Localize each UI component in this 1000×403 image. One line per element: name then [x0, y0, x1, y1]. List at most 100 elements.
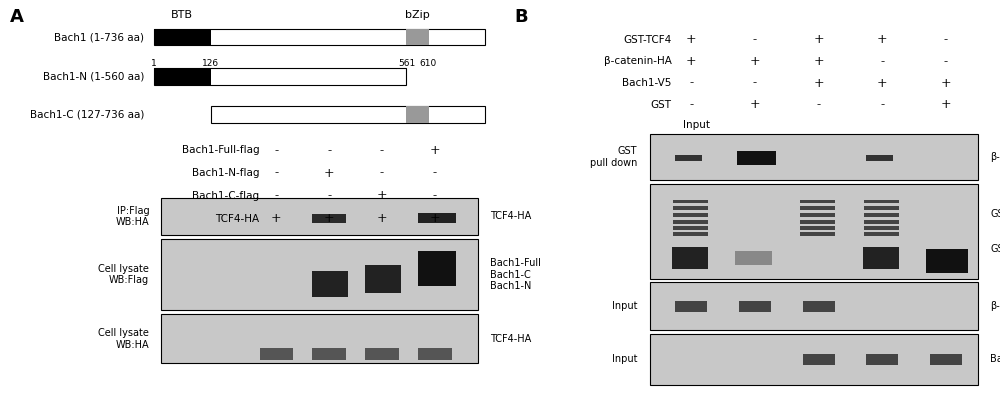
Text: -: -	[433, 166, 437, 180]
Text: +: +	[941, 98, 951, 111]
Bar	[650, 134, 978, 180]
Bar	[930, 354, 962, 366]
Text: +: +	[686, 55, 697, 68]
Bar	[161, 314, 478, 364]
Text: -: -	[817, 98, 821, 111]
Text: Bach1: Bach1	[990, 355, 1000, 364]
Bar	[312, 271, 348, 297]
Text: +: +	[686, 33, 697, 46]
Bar	[739, 301, 771, 312]
Text: +: +	[813, 77, 824, 89]
Text: -: -	[689, 98, 693, 111]
Bar	[161, 239, 478, 310]
Bar	[800, 206, 835, 210]
Text: +: +	[877, 77, 888, 89]
Bar	[673, 220, 708, 224]
Text: TCF4-HA: TCF4-HA	[215, 214, 260, 224]
Text: -: -	[274, 143, 278, 157]
Text: GST: GST	[651, 100, 672, 110]
Bar	[154, 29, 211, 46]
Bar	[675, 301, 707, 312]
Bar	[260, 349, 293, 360]
Text: +: +	[324, 212, 335, 225]
Bar	[800, 226, 835, 231]
Text: -: -	[274, 166, 278, 180]
Bar	[737, 151, 776, 165]
Text: Bach1-N-flag: Bach1-N-flag	[192, 168, 260, 178]
Bar	[863, 247, 899, 269]
Bar	[418, 349, 452, 360]
Bar	[800, 199, 835, 204]
Text: -: -	[880, 55, 884, 68]
Text: B: B	[515, 8, 528, 26]
Text: Bach1-N (1-560 aa): Bach1-N (1-560 aa)	[43, 72, 144, 82]
Bar	[673, 226, 708, 231]
Text: +: +	[271, 212, 282, 225]
Bar	[673, 232, 708, 236]
Bar	[650, 334, 978, 385]
Text: +: +	[324, 166, 335, 180]
Bar	[675, 155, 702, 161]
Text: Bach1 (1-736 aa): Bach1 (1-736 aa)	[54, 32, 144, 42]
Text: Bach1-C-flag: Bach1-C-flag	[192, 191, 260, 201]
Bar	[312, 214, 346, 223]
Text: +: +	[813, 33, 824, 46]
Text: -: -	[689, 77, 693, 89]
Text: BTB: BTB	[171, 10, 193, 20]
Text: +: +	[429, 143, 440, 157]
Text: Bach1-V5: Bach1-V5	[622, 78, 672, 88]
Text: Input: Input	[612, 301, 637, 311]
Text: -: -	[753, 33, 757, 46]
Bar	[803, 301, 835, 312]
Bar	[735, 251, 772, 265]
Bar	[866, 155, 893, 161]
Bar	[312, 349, 346, 360]
Bar	[803, 354, 835, 366]
Text: +: +	[941, 77, 951, 89]
Bar	[672, 247, 708, 269]
Bar	[800, 232, 835, 236]
Text: +: +	[813, 55, 824, 68]
Bar	[406, 29, 428, 46]
Text: +: +	[377, 189, 387, 202]
Bar	[211, 106, 485, 123]
Text: Bach1-Full
Bach1-C
Bach1-N: Bach1-Full Bach1-C Bach1-N	[490, 258, 541, 291]
Text: +: +	[750, 55, 760, 68]
Text: 1: 1	[151, 59, 157, 69]
Bar	[673, 213, 708, 217]
Text: 561: 561	[398, 59, 415, 69]
Text: -: -	[380, 143, 384, 157]
Text: TCF4-HA: TCF4-HA	[490, 211, 531, 221]
Bar	[418, 213, 456, 223]
Text: GST
pull down: GST pull down	[590, 146, 637, 168]
Text: -: -	[880, 98, 884, 111]
Bar	[864, 220, 899, 224]
Text: -: -	[753, 77, 757, 89]
Bar	[418, 251, 456, 287]
Bar	[650, 283, 978, 330]
Text: -: -	[433, 189, 437, 202]
Text: A: A	[10, 8, 24, 26]
Bar	[864, 206, 899, 210]
Bar	[365, 265, 401, 293]
Text: Input: Input	[612, 355, 637, 364]
Bar	[800, 213, 835, 217]
Bar	[864, 199, 899, 204]
Bar	[866, 354, 898, 366]
Text: Input: Input	[683, 120, 710, 131]
Text: bZip: bZip	[405, 10, 430, 20]
Bar	[864, 226, 899, 231]
Text: Bach1-Full-flag: Bach1-Full-flag	[182, 145, 260, 155]
Bar	[406, 106, 428, 123]
Text: -: -	[327, 189, 331, 202]
Text: +: +	[877, 33, 888, 46]
Bar	[926, 249, 968, 272]
Bar	[673, 206, 708, 210]
Bar	[800, 220, 835, 224]
Text: TCF4-HA: TCF4-HA	[490, 334, 531, 344]
Bar	[365, 349, 399, 360]
Text: β-catenin-HA: β-catenin-HA	[604, 56, 672, 66]
Text: GST-TCF4: GST-TCF4	[623, 35, 672, 45]
Text: 610: 610	[420, 59, 437, 69]
Text: +: +	[750, 98, 760, 111]
